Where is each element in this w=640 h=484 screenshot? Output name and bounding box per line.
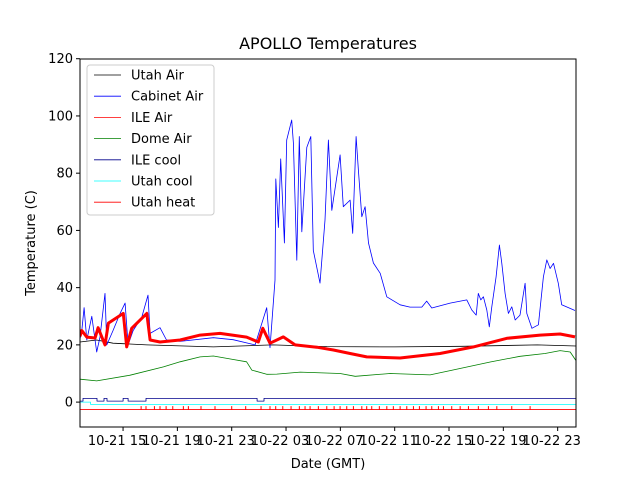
- legend-label: Cabinet Air: [131, 90, 204, 105]
- y-tick-label: 0: [65, 396, 73, 411]
- legend-item-utah-air: Utah Air: [94, 69, 184, 84]
- legend-item-dome-air: Dome Air: [94, 132, 192, 147]
- legend-item-utah-heat: Utah heat: [94, 196, 195, 211]
- legend-item-cabinet-air: Cabinet Air: [94, 90, 204, 105]
- x-tick-label: 10-21 19: [142, 434, 200, 449]
- x-tick-label: 10-21 15: [88, 434, 146, 449]
- plot-area: [80, 119, 576, 410]
- ile-air-line: [80, 311, 576, 360]
- legend-item-ile-air: ILE Air: [94, 111, 173, 126]
- x-tick-label: 10-22 23: [522, 434, 580, 449]
- x-tick-label: 10-22 07: [305, 434, 363, 449]
- x-tick-label: 10-22 19: [468, 434, 526, 449]
- legend-item-ile-cool: ILE cool: [94, 153, 181, 168]
- utah-cool-line: [80, 401, 576, 405]
- y-tick-label: 80: [56, 167, 73, 182]
- legend-label: Utah Air: [131, 69, 184, 84]
- x-tick-label: 10-22 03: [251, 434, 309, 449]
- cabinet-air-line: [80, 119, 576, 353]
- legend-label: ILE Air: [131, 111, 173, 126]
- x-tick-label: 10-22 11: [359, 434, 417, 449]
- x-tick-label: 10-21 23: [196, 434, 254, 449]
- dome-air-line: [80, 350, 576, 382]
- legend-item-utah-cool: Utah cool: [94, 175, 193, 190]
- legend: Utah Air Cabinet Air ILE Air Dome Air ILE co…: [86, 64, 215, 216]
- y-tick-label: 100: [48, 109, 73, 124]
- legend-box: [86, 64, 215, 216]
- legend-label: Utah heat: [131, 196, 195, 211]
- ile-cool-line: [80, 398, 576, 402]
- legend-label: Utah cool: [131, 175, 193, 190]
- y-tick-label: 120: [48, 52, 73, 67]
- legend-label: Dome Air: [131, 132, 192, 147]
- legend-label: ILE cool: [131, 153, 181, 168]
- x-axis-label: Date (GMT): [291, 457, 366, 472]
- y-axis-label: Temperature (C): [24, 190, 39, 297]
- y-tick-label: 60: [56, 224, 73, 239]
- chart-title: APOLLO Temperatures: [239, 34, 417, 53]
- y-axis: 0 20 40 60 80 100 120: [48, 52, 80, 411]
- axes-frame: [79, 58, 577, 428]
- x-tick-label: 10-22 15: [414, 434, 472, 449]
- y-tick-label: 40: [56, 281, 73, 296]
- y-tick-label: 20: [56, 338, 73, 353]
